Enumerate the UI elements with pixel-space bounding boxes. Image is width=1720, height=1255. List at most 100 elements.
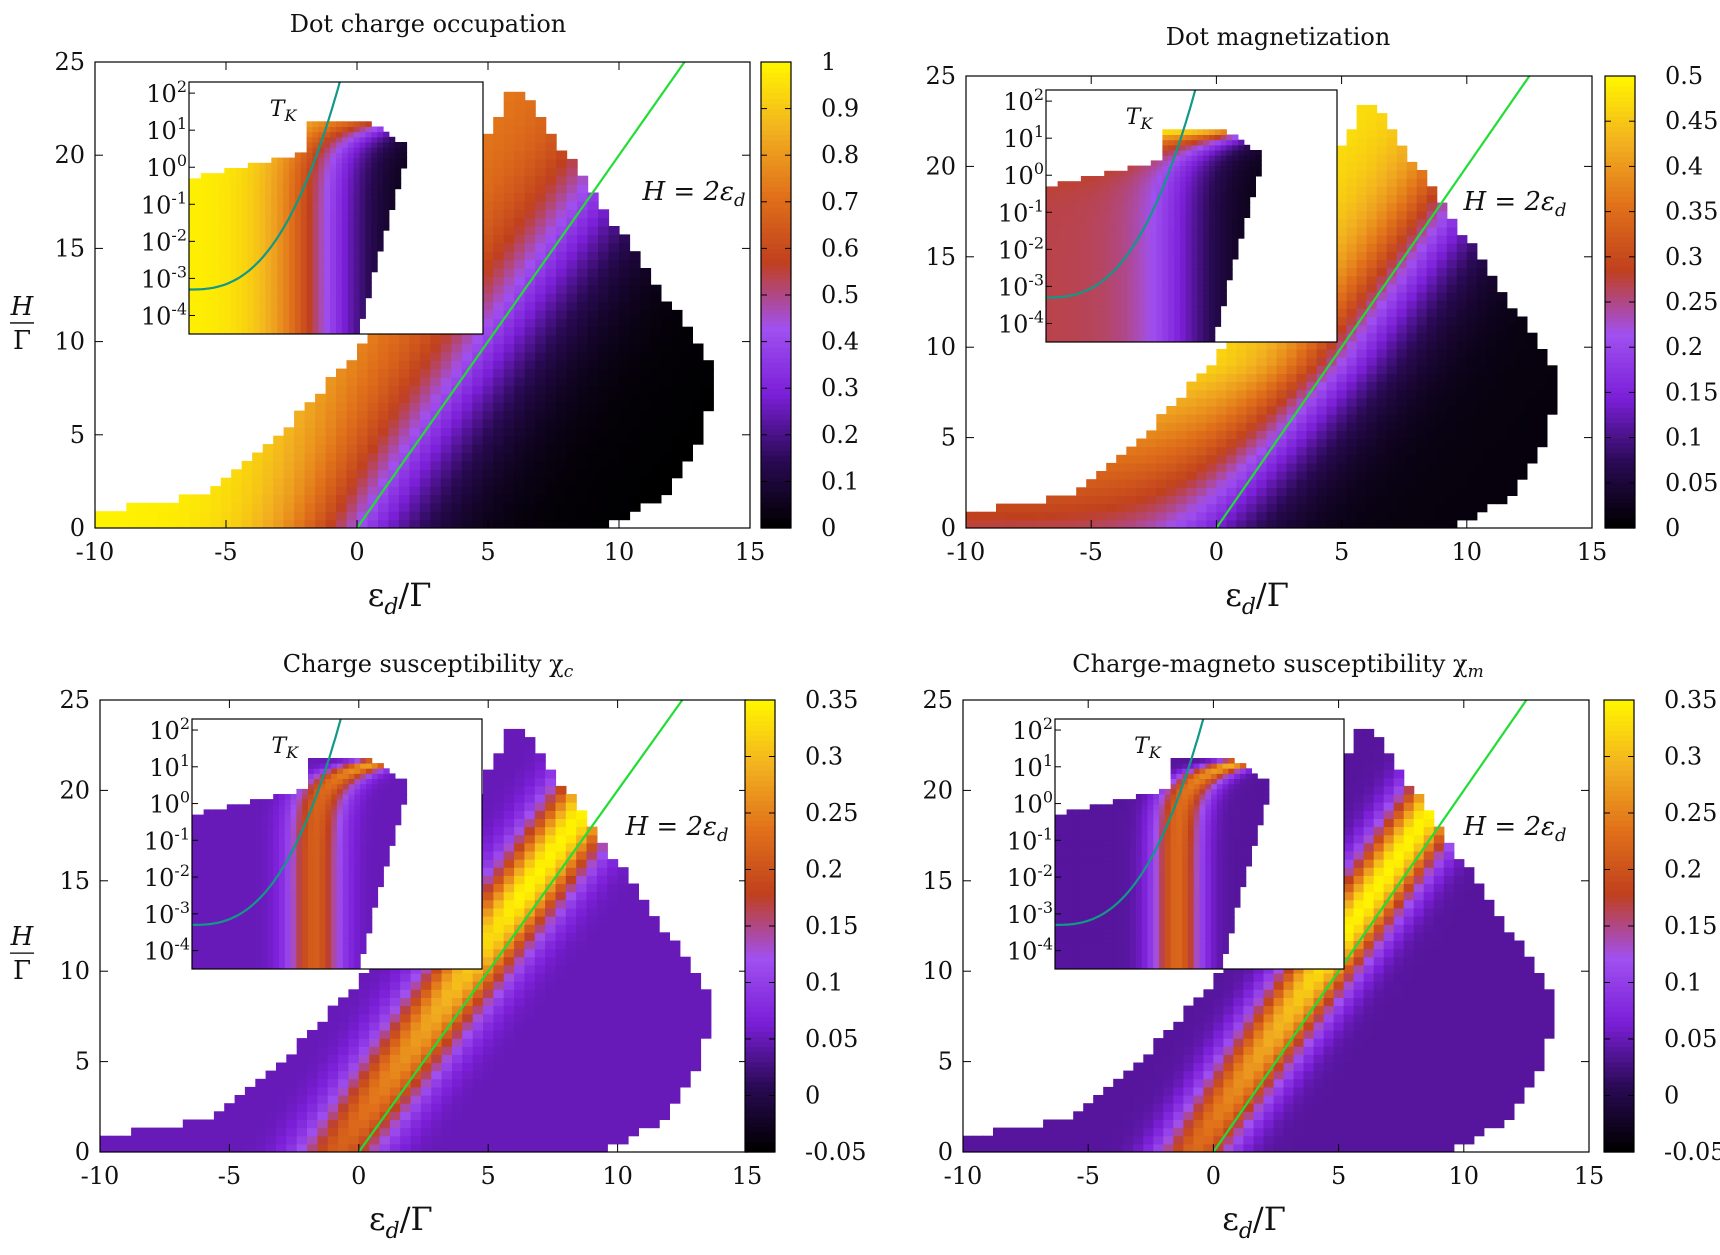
colorbar-swatch xyxy=(761,512,791,518)
colorbar-swatch xyxy=(1605,126,1635,132)
inset-cell xyxy=(1128,264,1134,270)
heatmap-cell xyxy=(577,385,588,394)
heatmap-cell xyxy=(1517,422,1528,431)
heatmap-cell xyxy=(609,234,620,243)
heatmap-cell xyxy=(1407,463,1418,472)
heatmap-cell xyxy=(1377,138,1388,147)
inset-cell xyxy=(1151,269,1157,275)
heatmap-cell xyxy=(1337,235,1348,244)
heatmap-cell xyxy=(294,436,305,445)
heatmap-cell xyxy=(483,352,494,361)
inset-cell xyxy=(1116,285,1122,291)
heatmap-cell xyxy=(1246,349,1257,358)
inset-cell xyxy=(313,267,319,273)
heatmap-cell xyxy=(1507,349,1518,358)
heatmap-cell xyxy=(1307,365,1318,374)
heatmap-cell xyxy=(1437,317,1448,326)
inset-cell xyxy=(201,210,207,216)
inset-cell xyxy=(1052,311,1058,317)
heatmap-cell xyxy=(525,142,536,151)
heatmap-cell xyxy=(1407,406,1418,415)
heatmap-cell xyxy=(409,486,420,495)
heatmap-cell xyxy=(1437,439,1448,448)
heatmap-cell xyxy=(1457,496,1468,505)
inset-cell xyxy=(289,241,295,247)
inset-cell xyxy=(224,215,230,221)
inset-cell xyxy=(1162,321,1168,327)
heatmap-cell xyxy=(567,184,578,193)
heatmap-cell xyxy=(284,478,295,487)
heatmap-cell xyxy=(556,285,567,294)
inset-cell xyxy=(330,251,336,257)
inset-cell xyxy=(330,287,336,293)
heatmap-cell xyxy=(609,419,620,428)
inset-cell xyxy=(1110,301,1116,307)
inset-cell xyxy=(1075,218,1081,224)
heatmap-cell xyxy=(567,302,578,311)
inset-cell xyxy=(277,215,283,221)
inset-cell xyxy=(295,251,301,257)
heatmap-cell xyxy=(1106,512,1117,521)
inset-cell xyxy=(1075,295,1081,301)
inset-cell xyxy=(242,287,248,293)
heatmap-cell xyxy=(1377,227,1388,236)
heatmap-cell xyxy=(1427,194,1438,203)
heatmap-cell xyxy=(577,411,588,420)
heatmap-cell xyxy=(1257,373,1268,382)
heatmap-cell xyxy=(556,302,567,311)
heatmap-cell xyxy=(1096,487,1107,496)
inset-cell xyxy=(213,313,219,319)
heatmap-cell xyxy=(609,427,620,436)
heatmap-cell xyxy=(703,394,714,403)
colorbar-swatch xyxy=(761,362,791,368)
inset-cell xyxy=(201,230,207,236)
heatmap-cell xyxy=(650,461,661,470)
heatmap-cell xyxy=(1377,447,1388,456)
inset-cell xyxy=(1093,254,1099,260)
heatmap-cell xyxy=(1397,504,1408,513)
heatmap-cell xyxy=(409,469,420,478)
inset-cell xyxy=(1058,326,1064,332)
inset-cell xyxy=(324,251,330,257)
heatmap-cell xyxy=(263,486,274,495)
heatmap-cell xyxy=(493,369,504,378)
heatmap-cell xyxy=(1397,325,1408,334)
heatmap-cell xyxy=(514,419,525,428)
inset-cell xyxy=(1151,254,1157,260)
inset-cell xyxy=(330,215,336,221)
inset-cell xyxy=(377,199,383,205)
inset-cell xyxy=(195,282,201,288)
inset-cell xyxy=(1116,171,1122,177)
colorbar-swatch xyxy=(1605,402,1635,408)
heatmap-cell xyxy=(1427,300,1438,309)
inset-cell xyxy=(324,293,330,299)
inset-cell xyxy=(324,256,330,262)
heatmap-cell xyxy=(1196,496,1207,505)
inset-cell xyxy=(201,246,207,252)
heatmap-cell xyxy=(556,268,567,277)
heatmap-cell xyxy=(1427,398,1438,407)
heatmap-cell xyxy=(650,318,661,327)
heatmap-cell xyxy=(525,176,536,185)
heatmap-cell xyxy=(1126,487,1137,496)
inset-cell xyxy=(324,163,330,169)
heatmap-cell xyxy=(692,377,703,386)
inset-cell xyxy=(218,251,224,257)
heatmap-cell xyxy=(1226,382,1237,391)
heatmap-cell xyxy=(357,503,368,512)
inset-cell xyxy=(1162,332,1168,338)
inset-cell xyxy=(1046,228,1052,234)
inset-cell xyxy=(318,194,324,200)
inset-cell xyxy=(189,251,195,257)
heatmap-cell xyxy=(1467,251,1478,260)
inset-cell xyxy=(342,277,348,283)
heatmap-cell xyxy=(577,285,588,294)
heatmap-cell xyxy=(1407,186,1418,195)
heatmap-cell xyxy=(1226,487,1237,496)
heatmap-cell xyxy=(514,436,525,445)
inset-cell xyxy=(1058,228,1064,234)
inset-cell xyxy=(242,318,248,324)
heatmap-cell xyxy=(1407,430,1418,439)
heatmap-cell xyxy=(1387,487,1398,496)
